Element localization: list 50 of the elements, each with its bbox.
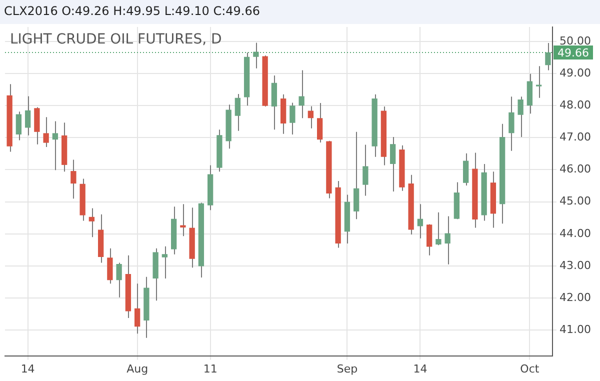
candlestick bbox=[234, 94, 241, 132]
ref-line-label: 49.66 bbox=[558, 46, 590, 60]
y-tick-label: 49.00 bbox=[560, 66, 592, 80]
candlestick bbox=[16, 111, 22, 141]
candlestick bbox=[180, 204, 186, 237]
x-tick-label: Aug bbox=[126, 362, 148, 376]
candlestick bbox=[436, 212, 442, 246]
y-tick-label: 41.00 bbox=[560, 322, 592, 336]
y-tick-label: 47.00 bbox=[560, 130, 592, 144]
text: CLX2016 O:49.26 H:49.95 L:49.10 C:49.66 bbox=[4, 4, 260, 18]
candlestick bbox=[116, 262, 122, 298]
x-tick-label: 11 bbox=[203, 362, 218, 376]
y-tick-label: 50.00 bbox=[560, 34, 592, 48]
chart-title: LIGHT CRUDE OIL FUTURES, D bbox=[10, 32, 222, 48]
y-tick-label: 48.00 bbox=[560, 98, 592, 112]
y-tick-label: 46.00 bbox=[560, 162, 592, 176]
candlestick bbox=[134, 283, 140, 334]
candlestick bbox=[162, 246, 168, 279]
candlestick bbox=[518, 96, 524, 138]
x-tick-label: Oct bbox=[520, 362, 540, 376]
y-tick-label: 43.00 bbox=[560, 258, 592, 272]
candlestick bbox=[52, 120, 58, 171]
candlestick bbox=[536, 66, 542, 98]
candlestick bbox=[362, 144, 368, 196]
candlestick bbox=[308, 106, 314, 129]
x-tick-label: Sep bbox=[336, 362, 358, 376]
candlestick bbox=[107, 248, 113, 284]
y-tick-label: 42.00 bbox=[560, 290, 592, 304]
x-tick-label: 14 bbox=[20, 362, 35, 376]
candlestick bbox=[417, 204, 424, 239]
candlestick bbox=[444, 216, 450, 265]
x-tick-label: 14 bbox=[413, 362, 428, 376]
candlestick bbox=[43, 116, 49, 148]
y-tick-label: 44.00 bbox=[560, 226, 592, 240]
y-tick-label: 45.00 bbox=[560, 194, 592, 208]
candlestick bbox=[426, 224, 432, 256]
candlestick bbox=[390, 136, 396, 192]
candlestick bbox=[290, 102, 296, 135]
candlestick bbox=[316, 102, 323, 143]
candlestick bbox=[298, 70, 304, 119]
candlestick bbox=[271, 74, 278, 130]
candlestick bbox=[88, 208, 95, 238]
candlestick bbox=[508, 96, 514, 152]
candlestick bbox=[34, 106, 40, 145]
candlestick bbox=[462, 152, 469, 186]
candlestick bbox=[24, 96, 31, 136]
candlestick bbox=[253, 42, 259, 69]
candlestick bbox=[353, 131, 360, 220]
candlestick bbox=[545, 42, 551, 71]
candlestick bbox=[70, 159, 76, 200]
